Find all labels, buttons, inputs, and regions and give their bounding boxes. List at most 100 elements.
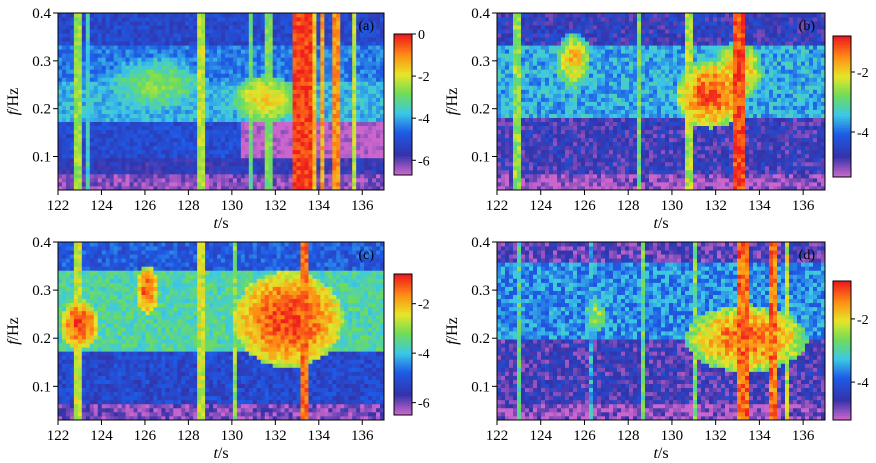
heatmap-cell [380, 137, 385, 143]
heatmap-cell [61, 61, 67, 66]
heatmap-cell [58, 109, 63, 114]
heatmap-cell [529, 57, 534, 62]
heatmap-cell [517, 45, 522, 50]
heatmap-cell [65, 121, 71, 127]
heatmap-cell [553, 33, 558, 38]
heatmap-cell [364, 169, 369, 175]
heatmap-cell [541, 125, 546, 131]
heatmap-cell [344, 149, 349, 155]
heatmap-cell [58, 13, 63, 18]
heatmap-cell [153, 169, 158, 175]
heatmap-cell [320, 97, 325, 102]
heatmap-cell [213, 181, 218, 187]
heatmap-cell [252, 13, 258, 18]
heatmap-cell [304, 101, 309, 106]
heatmap-cell [125, 77, 130, 82]
heatmap-cell [276, 93, 282, 98]
heatmap-cell [236, 69, 242, 74]
heatmap-cell [121, 81, 126, 86]
heatmap-cell [300, 177, 305, 183]
heatmap-cell [328, 169, 333, 175]
heatmap-cell [97, 165, 103, 171]
heatmap-cell [380, 25, 385, 30]
heatmap-cell [561, 105, 566, 110]
heatmap-cell [272, 149, 278, 155]
heatmap-cell [344, 145, 349, 151]
heatmap-cell [573, 17, 578, 22]
heatmap-cell [157, 13, 162, 18]
heatmap-cell [312, 77, 317, 82]
heatmap-cell [513, 113, 518, 118]
heatmap-cell [252, 61, 258, 66]
heatmap-cell [85, 105, 91, 110]
heatmap-cell [129, 153, 134, 159]
heatmap-cell [300, 145, 305, 151]
colorbar-segment [394, 55, 412, 58]
heatmap-cell [232, 93, 238, 98]
heatmap-cell [537, 41, 542, 46]
heatmap-cell [236, 29, 242, 34]
heatmap-cell [348, 81, 353, 86]
heatmap-cell [161, 109, 166, 114]
heatmap-cell [77, 133, 83, 139]
heatmap-cell [97, 121, 103, 127]
heatmap-cell [597, 129, 602, 135]
heatmap-cell [89, 29, 95, 34]
heatmap-cell [228, 89, 234, 94]
heatmap-cell [573, 57, 578, 62]
heatmap-cell [601, 73, 606, 78]
heatmap-cell [597, 57, 602, 62]
heatmap-cell [224, 141, 230, 147]
heatmap-cell [264, 121, 270, 127]
colorbar-segment [394, 142, 412, 145]
heatmap-cell [236, 125, 242, 131]
heatmap-cell [101, 81, 107, 86]
heatmap-cell [513, 13, 518, 18]
heatmap-cell [252, 101, 258, 106]
heatmap-cell [320, 65, 325, 70]
heatmap-cell [113, 17, 119, 22]
heatmap-cell [240, 153, 246, 159]
heatmap-cell [77, 161, 83, 167]
heatmap-cell [348, 153, 353, 159]
heatmap-cell [276, 137, 282, 143]
heatmap-cell [268, 165, 274, 171]
heatmap-cell [376, 161, 381, 167]
heatmap-cell [288, 137, 293, 143]
heatmap-cell [137, 101, 142, 106]
heatmap-cell [573, 21, 578, 26]
heatmap-cell [324, 49, 329, 54]
heatmap-cell [197, 181, 202, 187]
heatmap-cell [109, 89, 115, 94]
heatmap-cell [125, 165, 130, 171]
heatmap-cell [304, 29, 309, 34]
heatmap-cell [348, 73, 353, 78]
heatmap-cell [533, 181, 538, 187]
heatmap-cell [557, 145, 562, 151]
heatmap-cell [232, 61, 238, 66]
heatmap-cell [292, 173, 297, 179]
heatmap-cell [157, 169, 162, 175]
heatmap-cell [201, 89, 206, 94]
heatmap-cell [533, 89, 538, 94]
heatmap-cell [65, 45, 71, 50]
heatmap-cell [129, 133, 134, 139]
heatmap-cell [533, 37, 538, 42]
heatmap-cell [121, 145, 126, 151]
heatmap-cell [320, 13, 325, 18]
heatmap-cell [117, 101, 123, 106]
heatmap-cell [252, 97, 258, 102]
heatmap-cell [232, 77, 238, 82]
heatmap-cell [85, 65, 91, 70]
heatmap-cell [201, 177, 206, 183]
heatmap-cell [545, 177, 550, 183]
heatmap-cell [177, 57, 182, 62]
heatmap-cell [380, 109, 385, 114]
heatmap-cell [133, 173, 138, 179]
heatmap-cell [232, 129, 238, 135]
heatmap-cell [149, 125, 154, 131]
heatmap-cell [505, 93, 510, 98]
heatmap-cell [308, 17, 313, 22]
heatmap-cell [597, 85, 602, 90]
heatmap-cell [517, 173, 522, 179]
